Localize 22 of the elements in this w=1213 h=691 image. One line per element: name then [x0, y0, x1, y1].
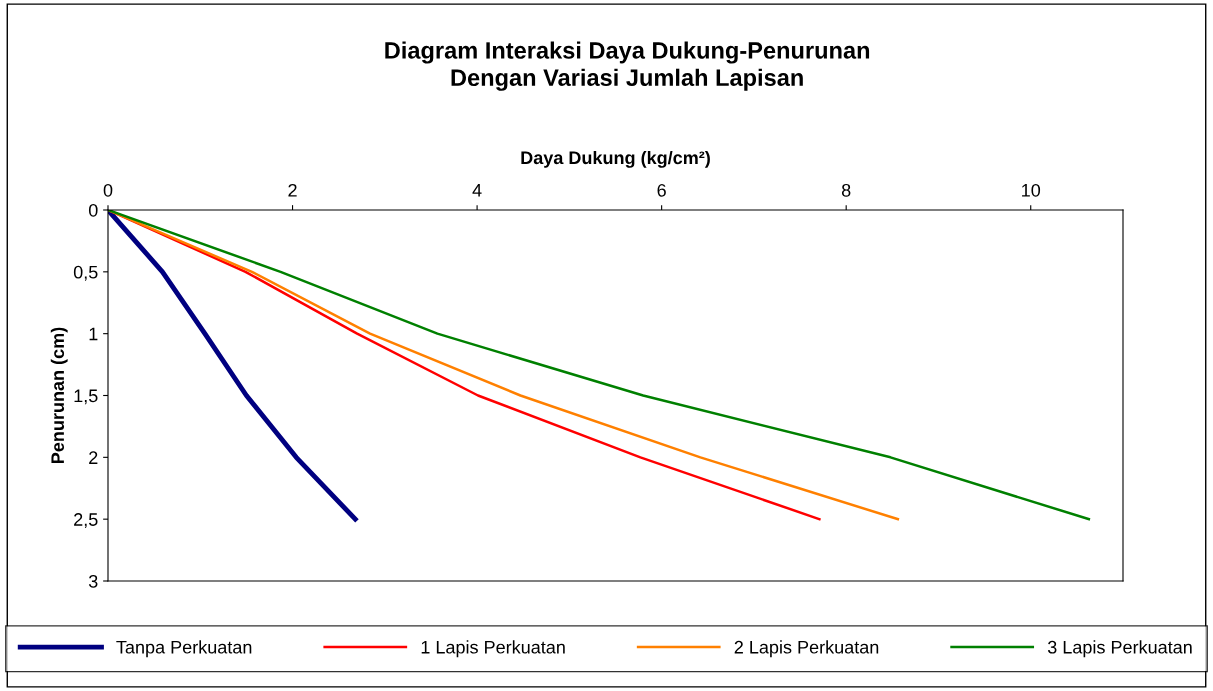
- legend-label: 3 Lapis Perkuatan: [1047, 640, 1192, 658]
- y-tick-label: 2,5: [74, 513, 98, 529]
- y-tick-label: 1: [89, 327, 98, 341]
- legend-label: 1 Lapis Perkuatan: [421, 640, 565, 658]
- legend-label: 2 Lapis Perkuatan: [734, 640, 879, 658]
- y-tick-label: 2: [89, 451, 98, 464]
- y-tick-label: 3: [88, 574, 98, 588]
- legend-label: Tanpa Perkuatan: [116, 640, 252, 658]
- line-series: [108, 210, 358, 522]
- x-tick-label: 4: [472, 184, 482, 197]
- x-axis-title: Daya Dukung (kg/cm²): [521, 150, 710, 168]
- x-tick-label: 0: [103, 183, 113, 197]
- x-tick-label: 6: [657, 183, 666, 197]
- y-tick-label: 0: [88, 203, 98, 217]
- y-tick-label: 1,5: [74, 389, 98, 405]
- x-tick-label: 10: [1022, 183, 1041, 197]
- x-tick-label: 2: [288, 183, 297, 197]
- y-tick-label: 0,5: [73, 265, 98, 281]
- line-series: [108, 210, 1091, 521]
- x-tick-label: 8: [841, 183, 851, 197]
- y-axis-title: Penurunan (cm): [50, 327, 68, 464]
- chart-title: Diagram Interaksi Daya Dukung-Penurunan Dengan Variasi Jumlah Lapisan: [385, 41, 870, 91]
